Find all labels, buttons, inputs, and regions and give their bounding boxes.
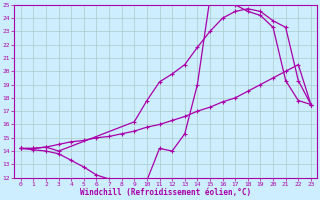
X-axis label: Windchill (Refroidissement éolien,°C): Windchill (Refroidissement éolien,°C): [80, 188, 252, 197]
